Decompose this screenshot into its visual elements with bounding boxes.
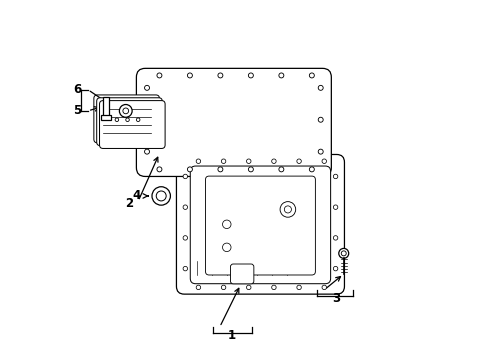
Circle shape xyxy=(271,159,276,163)
Circle shape xyxy=(333,266,337,271)
Circle shape xyxy=(222,243,230,252)
Circle shape xyxy=(278,73,283,78)
Text: 4: 4 xyxy=(132,189,140,202)
FancyBboxPatch shape xyxy=(94,95,159,143)
Circle shape xyxy=(248,73,253,78)
Circle shape xyxy=(144,85,149,90)
Circle shape xyxy=(196,285,200,290)
Circle shape xyxy=(136,118,140,122)
Text: 3: 3 xyxy=(332,292,340,305)
FancyBboxPatch shape xyxy=(97,98,162,145)
Bar xyxy=(103,97,109,116)
Circle shape xyxy=(218,73,223,78)
Circle shape xyxy=(115,118,119,122)
FancyBboxPatch shape xyxy=(100,100,165,148)
Text: 5: 5 xyxy=(73,104,81,117)
Circle shape xyxy=(271,285,276,290)
Circle shape xyxy=(278,167,283,172)
Circle shape xyxy=(122,108,128,114)
Circle shape xyxy=(156,191,166,201)
Circle shape xyxy=(333,205,337,210)
FancyBboxPatch shape xyxy=(230,264,253,284)
Circle shape xyxy=(218,167,223,172)
Circle shape xyxy=(157,73,162,78)
Circle shape xyxy=(152,187,170,205)
Circle shape xyxy=(333,236,337,240)
Text: 1: 1 xyxy=(227,329,236,342)
Circle shape xyxy=(246,285,250,290)
Circle shape xyxy=(338,248,348,258)
Circle shape xyxy=(183,205,187,210)
Text: 6: 6 xyxy=(73,83,81,96)
Circle shape xyxy=(318,149,323,154)
Circle shape xyxy=(309,73,314,78)
Circle shape xyxy=(221,159,225,163)
Text: 2: 2 xyxy=(125,197,133,210)
Circle shape xyxy=(187,73,192,78)
Circle shape xyxy=(322,159,326,163)
FancyBboxPatch shape xyxy=(190,166,330,284)
Circle shape xyxy=(318,117,323,122)
Circle shape xyxy=(248,167,253,172)
Circle shape xyxy=(187,167,192,172)
Circle shape xyxy=(144,149,149,154)
Circle shape xyxy=(222,220,230,229)
FancyBboxPatch shape xyxy=(176,154,344,294)
FancyBboxPatch shape xyxy=(205,176,315,275)
Circle shape xyxy=(309,167,314,172)
Circle shape xyxy=(284,206,291,213)
Circle shape xyxy=(221,285,225,290)
Circle shape xyxy=(280,202,295,217)
Bar xyxy=(101,116,111,120)
Circle shape xyxy=(183,266,187,271)
FancyBboxPatch shape xyxy=(136,68,331,176)
Circle shape xyxy=(144,117,149,122)
Circle shape xyxy=(125,118,129,122)
Circle shape xyxy=(333,174,337,179)
Circle shape xyxy=(296,285,301,290)
Circle shape xyxy=(296,159,301,163)
Circle shape xyxy=(157,167,162,172)
Circle shape xyxy=(318,85,323,90)
Circle shape xyxy=(196,159,200,163)
Circle shape xyxy=(183,236,187,240)
Circle shape xyxy=(246,159,250,163)
Circle shape xyxy=(341,251,346,256)
Circle shape xyxy=(183,174,187,179)
Circle shape xyxy=(322,285,326,290)
Circle shape xyxy=(119,104,132,117)
